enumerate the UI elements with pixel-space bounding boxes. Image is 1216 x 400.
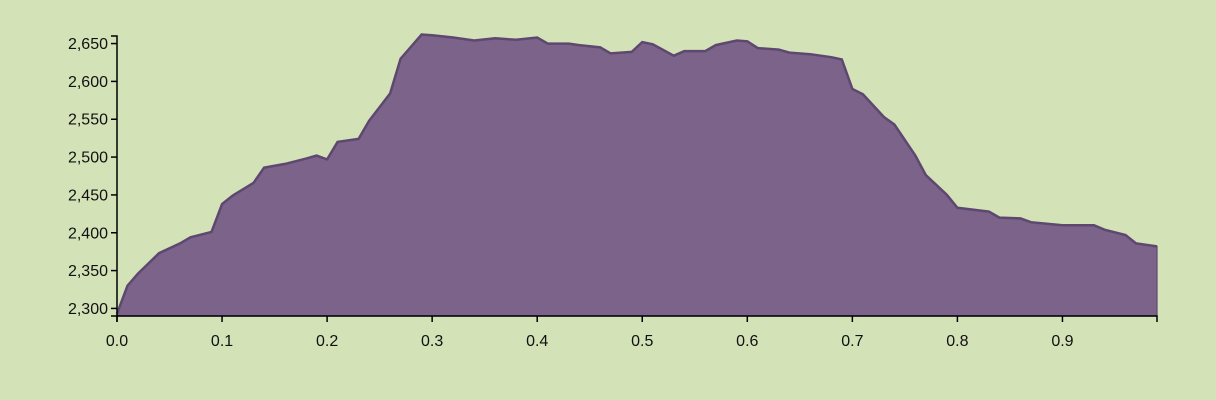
x-tick-label: 0.8 <box>946 333 968 350</box>
x-tick-label: 0.1 <box>211 333 233 350</box>
x-tick-label: 0.5 <box>631 333 653 350</box>
y-tick-label: 2,550 <box>68 112 108 129</box>
y-tick-label: 2,500 <box>68 150 108 167</box>
y-tick-label: 2,450 <box>68 187 108 204</box>
y-tick-label: 2,300 <box>68 301 108 318</box>
x-axis: 0.0 0.1 0.2 0.3 0.4 0.5 0.6 0.7 0.8 0.9 <box>106 315 1158 350</box>
x-tick-label: 0.9 <box>1051 333 1073 350</box>
y-axis: 2,300 2,350 2,400 2,450 2,500 2,550 2,600 2,650 <box>68 35 118 318</box>
x-tick-label: 0.7 <box>841 333 863 350</box>
y-tick-label: 2,600 <box>68 74 108 91</box>
area-series-outline <box>115 33 1158 315</box>
y-axis-line <box>111 35 118 317</box>
x-tick-label: 0.3 <box>421 333 443 350</box>
x-tick-label: 0.2 <box>316 333 338 350</box>
y-tick-label: 2,650 <box>68 36 108 53</box>
y-tick-label: 2,350 <box>68 263 108 280</box>
x-tick-label: 0.0 <box>106 333 128 350</box>
x-axis-line <box>116 315 1158 322</box>
plot-area <box>115 33 1158 317</box>
y-tick-label: 2,400 <box>68 225 108 242</box>
x-tick-label: 0.6 <box>736 333 758 350</box>
area-series <box>116 33 1158 317</box>
x-tick-label: 0.4 <box>526 333 548 350</box>
